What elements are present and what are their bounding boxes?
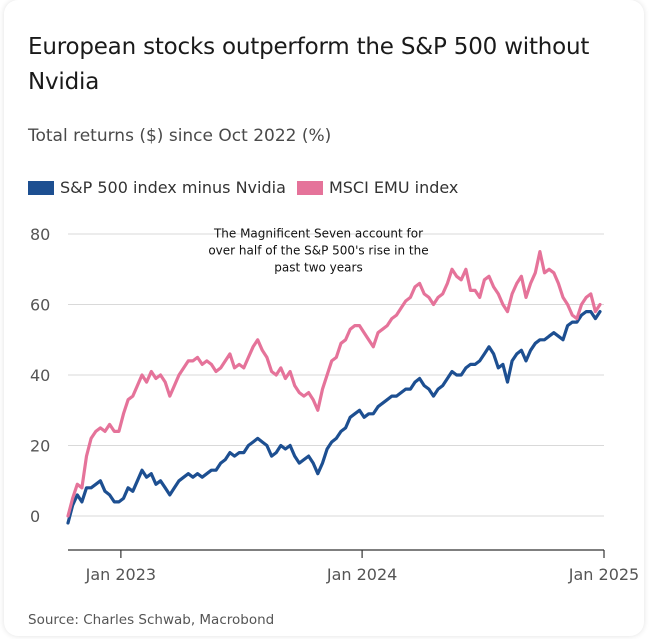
y-tick-label-20: 20 [30, 437, 50, 456]
legend-swatch-sp500 [28, 180, 54, 195]
x-tick-label-2: Jan 2025 [568, 565, 639, 584]
source-note: Source: Charles Schwab, Macrobond [28, 612, 275, 628]
y-tick-label-60: 60 [30, 296, 50, 315]
legend-label-msci: MSCI EMU index [328, 178, 459, 197]
x-tick-label-0: Jan 2023 [85, 565, 156, 584]
annotation-line-2: past two years [274, 261, 362, 275]
y-tick-label-80: 80 [30, 225, 50, 244]
chart-title: European stocks outperform the S&P 500 w… [28, 34, 590, 95]
chart-subtitle: Total returns ($) since Oct 2022 (%) [28, 126, 332, 146]
series-line-0 [66, 310, 602, 525]
legend-item-msci: MSCI EMU index [296, 178, 459, 197]
annotation-line-1: over half of the S&P 500's rise in the [208, 244, 428, 258]
legend-item-sp500: S&P 500 index minus Nvidia [28, 178, 286, 197]
series-line-1 [66, 250, 602, 518]
y-tick-label-40: 40 [30, 366, 50, 385]
y-tick-label-0: 0 [30, 507, 40, 526]
legend-label-sp500: S&P 500 index minus Nvidia [60, 178, 286, 197]
legend: S&P 500 index minus Nvidia MSCI EMU inde… [28, 178, 464, 199]
x-tick-label-1: Jan 2024 [326, 565, 397, 584]
legend-swatch-msci [296, 180, 323, 195]
annotation-line-0: The Magnificent Seven account for [213, 227, 423, 241]
chart-card [4, 0, 644, 636]
